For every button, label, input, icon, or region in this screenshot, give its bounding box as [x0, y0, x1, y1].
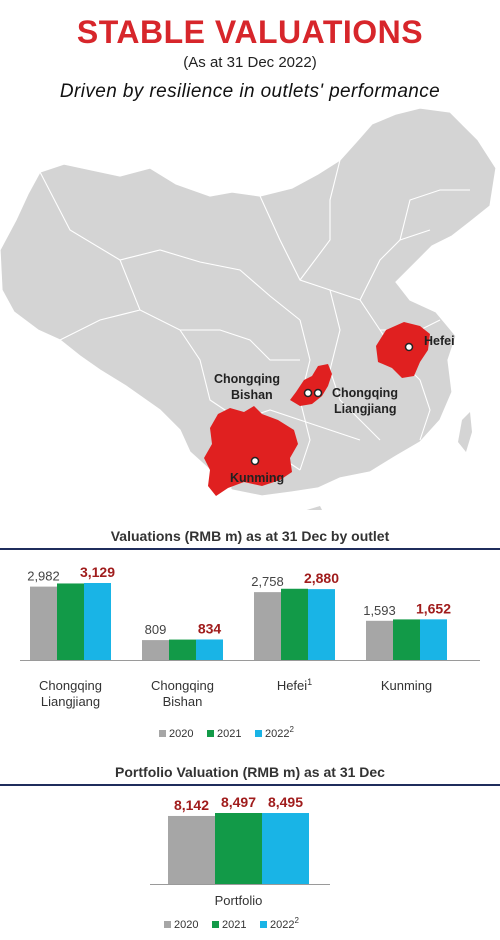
chongqing-region — [290, 364, 332, 406]
chongqing-bishan-marker — [303, 388, 313, 398]
portfolio-bar-2021 — [215, 813, 262, 884]
map-label-chongqing-liangjiang-1: Chongqing — [332, 386, 398, 400]
china-landmass — [0, 107, 497, 497]
bar-2021-2 — [281, 588, 308, 660]
category-label-1: Chongqing — [151, 678, 214, 693]
legend-label-2020: 2020 — [169, 728, 193, 740]
category-label-line2-0: Liangjiang — [41, 694, 100, 709]
outlet-chart-rule — [0, 548, 500, 550]
map-label-chongqing-bishan-1: Chongqing — [214, 372, 280, 386]
legend-swatch-2020 — [164, 921, 171, 928]
legend-swatch-2021 — [212, 921, 219, 928]
portfolio-category-label: Portfolio — [215, 893, 263, 908]
legend-label-2021: 2021 — [217, 728, 241, 740]
portfolio-data-label-2022: 8,495 — [268, 794, 303, 810]
legend-swatch-2021 — [207, 730, 214, 737]
data-label-2020-1: 809 — [145, 622, 167, 637]
bar-2020-3 — [366, 620, 393, 660]
page-tagline: Driven by resilience in outlets' perform… — [59, 81, 441, 102]
kunming-marker — [250, 456, 260, 466]
page-subtitle: (As at 31 Dec 2022) — [183, 54, 317, 71]
bar-2021-0 — [57, 583, 84, 660]
category-label-2: Hefei1 — [277, 677, 312, 693]
category-label-line2-1: Bishan — [163, 694, 203, 709]
city-markers — [250, 342, 414, 466]
data-label-2020-0: 2,982 — [27, 569, 60, 584]
data-label-2020-3: 1,593 — [363, 603, 396, 618]
page-title: STABLE VALUATIONS — [76, 14, 424, 50]
hefei-region — [376, 322, 430, 378]
china-map: Hefei Chongqing Bishan Chongqing Liangji… — [0, 107, 497, 510]
bar-2020-1 — [142, 640, 169, 660]
legend-swatch-2020 — [159, 730, 166, 737]
legend-swatch-2022 — [260, 921, 267, 928]
hefei-marker — [404, 342, 414, 352]
portfolio-valuation-chart: 8,142 8,497 8,495 Portfolio 2020 2021 20222 — [150, 794, 330, 931]
bar-2022-3 — [420, 619, 447, 660]
map-label-chongqing-liangjiang-2: Liangjiang — [334, 402, 397, 416]
bar-2020-0 — [30, 586, 57, 660]
legend-swatch-2022 — [255, 730, 262, 737]
portfolio-data-label-2021: 8,497 — [221, 794, 256, 810]
bar-2022-0 — [84, 583, 111, 660]
legend-label-2022: 20222 — [265, 725, 294, 740]
bar-2021-3 — [393, 619, 420, 660]
category-label-3: Kunming — [381, 678, 432, 693]
legend-label-2022: 20222 — [270, 916, 299, 931]
map-label-hefei: Hefei — [424, 334, 455, 348]
highlighted-regions — [204, 322, 430, 496]
taiwan-island — [458, 412, 472, 452]
bar-2022-2 — [308, 589, 335, 660]
legend-label-2021: 2021 — [222, 919, 246, 931]
chongqing-liangjiang-marker — [313, 388, 323, 398]
portfolio-data-label-2020: 8,142 — [174, 797, 209, 813]
portfolio-bar-2022 — [262, 813, 309, 884]
portfolio-bar-2020 — [168, 815, 215, 884]
hainan-island — [306, 506, 322, 510]
data-label-2022-0: 3,129 — [80, 564, 115, 580]
portfolio-chart-rule — [0, 784, 500, 786]
bar-2020-2 — [254, 592, 281, 660]
category-label-0: Chongqing — [39, 678, 102, 693]
map-label-chongqing-bishan-2: Bishan — [231, 388, 273, 402]
portfolio-chart-title: Portfolio Valuation (RMB m) as at 31 Dec — [115, 764, 385, 780]
bar-2021-1 — [169, 639, 196, 660]
map-label-kunming: Kunming — [230, 471, 284, 485]
bar-2022-1 — [196, 639, 223, 660]
kunming-region — [204, 406, 298, 496]
data-label-2020-2: 2,758 — [251, 574, 284, 589]
data-label-2022-1: 834 — [198, 620, 222, 636]
data-label-2022-3: 1,652 — [416, 600, 451, 616]
outlet-chart-title: Valuations (RMB m) as at 31 Dec by outle… — [110, 528, 390, 544]
legend-label-2020: 2020 — [174, 919, 198, 931]
data-label-2022-2: 2,880 — [304, 570, 339, 586]
